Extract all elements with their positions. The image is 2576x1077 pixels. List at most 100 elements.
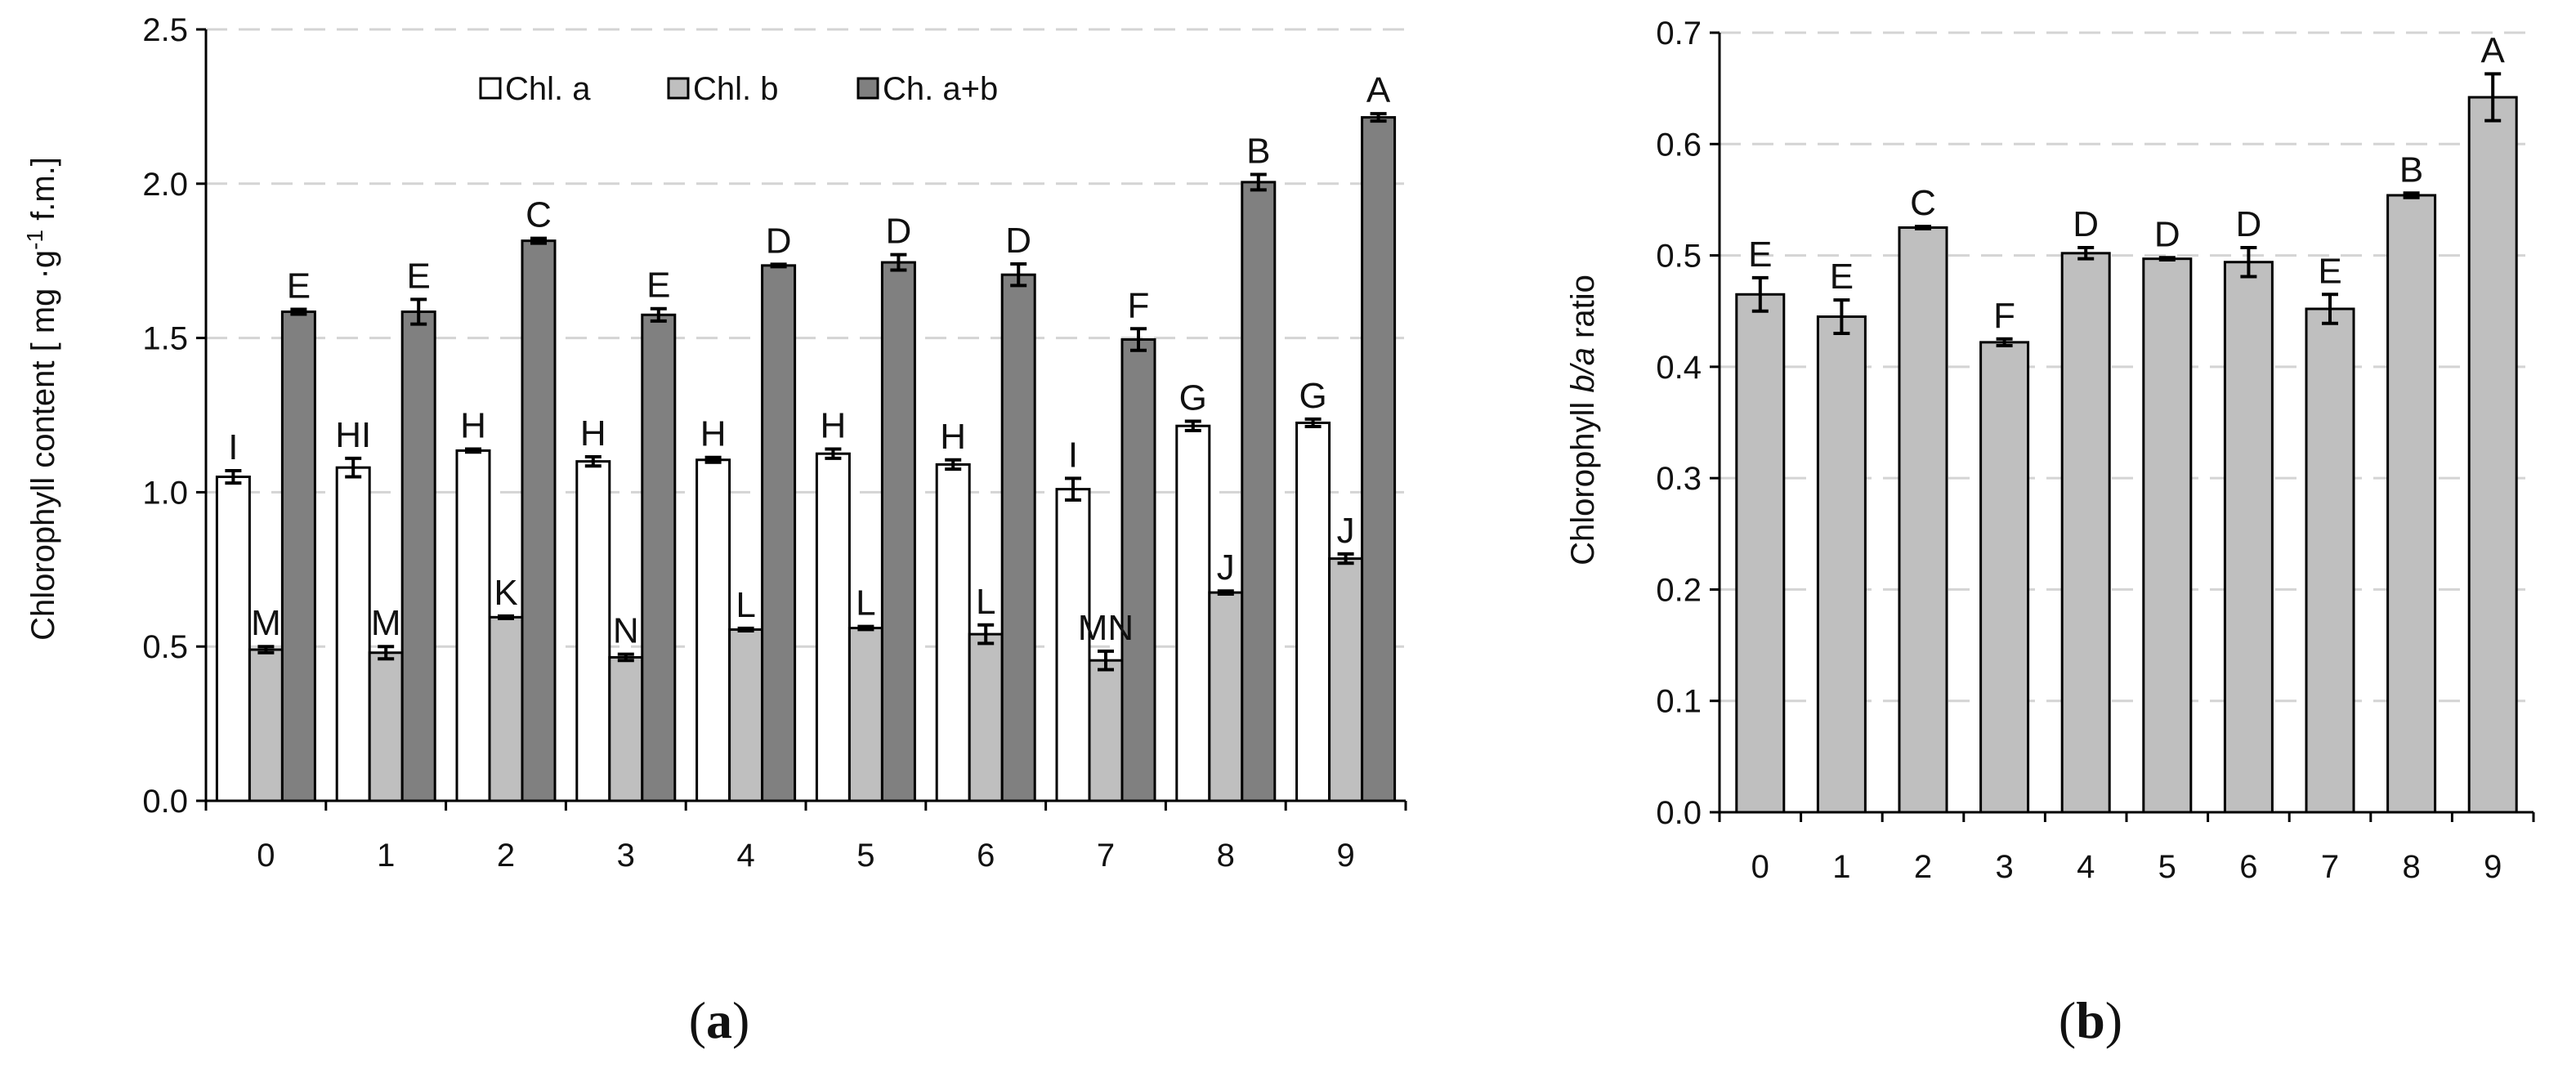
y-tick-label: 2.5 xyxy=(142,12,188,48)
significance-letter: F xyxy=(1128,285,1150,325)
x-tick-label: 7 xyxy=(1097,838,1115,874)
y-tick-label: 1.5 xyxy=(142,321,188,357)
significance-letter: L xyxy=(736,585,755,625)
panel-label-a: (a) xyxy=(689,991,750,1049)
bar xyxy=(695,458,731,802)
x-tick-label: 9 xyxy=(2484,849,2502,885)
significance-letter: J xyxy=(1337,511,1355,551)
bar xyxy=(215,476,251,802)
bar xyxy=(1735,293,1786,814)
panel-label-b: (b) xyxy=(2059,991,2122,1049)
x-tick-label: 2 xyxy=(1914,849,1932,885)
bar xyxy=(1898,226,1948,814)
bar xyxy=(1361,116,1397,802)
significance-letter: C xyxy=(1910,183,1936,223)
legend-swatch-chl-b xyxy=(667,77,690,100)
significance-letter: G xyxy=(1179,378,1207,418)
y-axis-title-b: Chlorophyll b/a ratio xyxy=(1565,275,1601,565)
significance-letter: E xyxy=(2318,251,2341,291)
axes-a: 0.0 0.5 1.0 1.5 2.0 2.5 0 1 2 3 4 5 6 7 8 9 xyxy=(142,12,1407,874)
bar xyxy=(1816,315,1867,814)
y-axis-title-a: Chlorophyll content [ mg ·g-1 f.m.] xyxy=(22,157,61,641)
significance-letter: A xyxy=(1366,70,1391,110)
bar xyxy=(815,452,851,802)
significance-letter: MN xyxy=(1078,608,1134,648)
legend-swatch-chl-a xyxy=(479,77,502,100)
legend-label-chl-a: Chl. a xyxy=(505,71,591,107)
y-tick-label: 0.2 xyxy=(1656,572,1702,608)
significance-letter: B xyxy=(2399,150,2423,190)
significance-letter: H xyxy=(700,414,727,454)
significance-letter: HI xyxy=(335,415,371,455)
bar xyxy=(488,615,524,802)
significance-letter: K xyxy=(494,573,517,613)
bar xyxy=(2142,257,2193,814)
y-tick-label: 0.0 xyxy=(142,784,188,820)
significance-letter: J xyxy=(1217,547,1235,588)
x-tick-label: 8 xyxy=(1217,838,1235,874)
x-tick-label: 6 xyxy=(977,838,995,874)
x-tick-label: 0 xyxy=(1751,849,1769,885)
bar xyxy=(280,311,316,802)
chart-panel-a: 0.00.51.01.52.02.50 1 2 3 4 5 6 7 8 9 I HI H H H H H IG G… xyxy=(22,12,1407,1049)
significance-letter: E xyxy=(646,266,670,306)
bar xyxy=(1000,273,1036,802)
y-tick-label: 0.0 xyxy=(1656,795,1702,831)
y-tick-label: 0.5 xyxy=(1656,239,1702,275)
significance-letter: I xyxy=(228,427,238,467)
significance-letter: D xyxy=(886,212,912,252)
x-tick-label: 0 xyxy=(257,838,275,874)
x-tick-label: 4 xyxy=(2077,849,2095,885)
x-tick-label: 4 xyxy=(736,838,754,874)
significance-letter: E xyxy=(1830,257,1854,297)
bar xyxy=(2467,96,2518,814)
bar xyxy=(880,261,916,802)
bar xyxy=(1088,659,1124,802)
bar xyxy=(1120,337,1156,802)
significance-letter: C xyxy=(525,195,552,235)
bar xyxy=(2223,261,2274,814)
significance-letter: F xyxy=(1993,296,2015,336)
significance-letter: H xyxy=(580,413,606,454)
x-tick-label: 1 xyxy=(377,838,395,874)
significance-letter: G xyxy=(1299,376,1326,416)
significance-letter: E xyxy=(407,256,431,296)
significance-letter: L xyxy=(976,582,995,622)
bar xyxy=(2305,307,2355,814)
x-tick-label: 1 xyxy=(1832,849,1850,885)
bar xyxy=(1175,424,1211,802)
y-tick-label: 0.1 xyxy=(1656,684,1702,720)
significance-letter: D xyxy=(766,221,792,261)
significance-letter: E xyxy=(287,266,311,306)
bars-b xyxy=(1735,72,2518,814)
bar xyxy=(575,460,611,802)
bar xyxy=(335,466,371,802)
y-tick-label: 1.0 xyxy=(142,475,188,511)
x-tick-label: 9 xyxy=(1336,838,1354,874)
y-tick-label: 0.7 xyxy=(1656,16,1702,51)
legend: Chl. a Chl. b Ch. a+b xyxy=(479,71,998,107)
legend-swatch-chl-ab xyxy=(856,77,879,100)
significance-letter: I xyxy=(1068,435,1078,475)
bar xyxy=(761,264,797,802)
bar xyxy=(968,632,1004,802)
significance-letter: H xyxy=(940,417,966,457)
x-tick-label: 3 xyxy=(617,838,635,874)
bar xyxy=(1979,341,2030,814)
y-tick-label: 2.0 xyxy=(142,167,188,203)
bar xyxy=(935,463,971,802)
x-tick-label: 5 xyxy=(856,838,874,874)
significance-letter: D xyxy=(1005,221,1031,261)
significance-letter: H xyxy=(460,406,486,446)
bar xyxy=(608,655,644,802)
bar xyxy=(455,449,491,802)
bar xyxy=(728,628,764,802)
significance-letter: H xyxy=(821,406,847,446)
x-tick-label: 8 xyxy=(2402,849,2420,885)
bar xyxy=(368,651,404,802)
chart-panel-b: 0.0 0.1 0.2 0.3 0.4 0.5 0.6 0.7 0 1 2 3 4 5 6 7 8 9 E E C F D… xyxy=(1565,16,2535,1049)
bar xyxy=(1241,181,1277,802)
x-tick-label: 5 xyxy=(2158,849,2176,885)
